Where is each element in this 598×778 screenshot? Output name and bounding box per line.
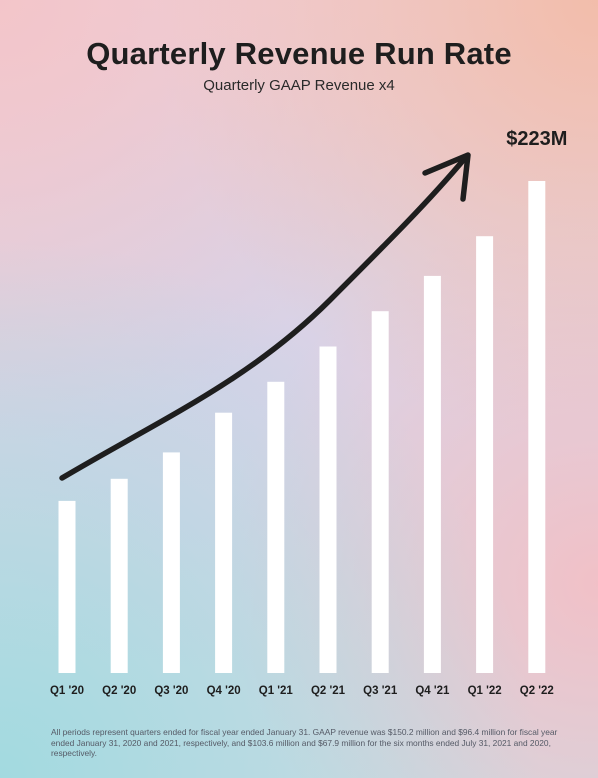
bar xyxy=(371,311,389,673)
trend-arrow xyxy=(59,152,471,481)
bar xyxy=(267,381,285,673)
x-tick-label: Q3 '21 xyxy=(363,685,398,697)
footnote: All periods represent quarters ended for… xyxy=(51,727,558,758)
x-tick-label: Q2 '22 xyxy=(520,685,554,697)
value-annotation: $223M xyxy=(506,128,567,150)
x-tick-label: Q4 '21 xyxy=(415,685,450,697)
x-tick-label: Q2 '20 xyxy=(102,685,136,697)
x-tick-label: Q1 '21 xyxy=(259,685,294,697)
bar xyxy=(162,452,180,673)
chart-subtitle: Quarterly GAAP Revenue x4 xyxy=(203,77,395,94)
x-tick-label: Q1 '22 xyxy=(468,685,502,697)
x-tick-label: Q4 '20 xyxy=(207,685,241,697)
bar xyxy=(476,236,494,673)
bar xyxy=(528,181,546,673)
bar xyxy=(215,412,233,673)
chart-title: Quarterly Revenue Run Rate xyxy=(86,36,512,71)
bar xyxy=(319,346,337,673)
bar xyxy=(110,478,128,673)
bar xyxy=(58,500,76,673)
x-tick-label: Q1 '20 xyxy=(50,685,84,697)
x-tick-label: Q3 '20 xyxy=(154,685,188,697)
bar xyxy=(423,275,441,673)
x-tick-label: Q2 '21 xyxy=(311,685,346,697)
